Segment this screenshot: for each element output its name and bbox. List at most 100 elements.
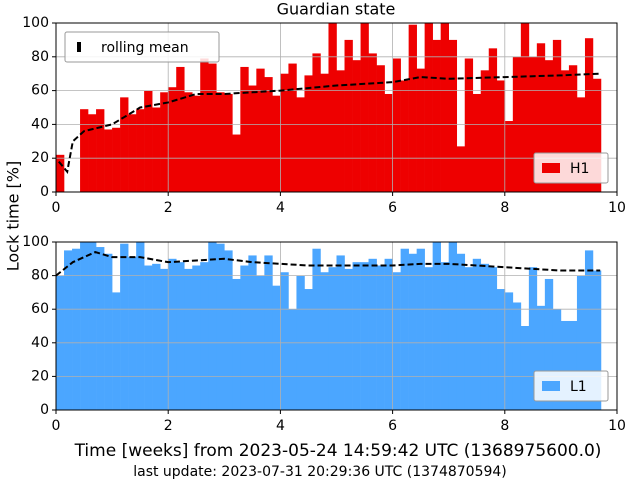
y-tick-label: 0 (40, 402, 49, 418)
bar (504, 121, 514, 192)
bar (432, 242, 441, 410)
bar (240, 265, 249, 410)
bar (144, 90, 153, 192)
bar (80, 109, 89, 192)
bar (400, 248, 409, 410)
bar (96, 247, 105, 410)
bar (376, 65, 385, 192)
bar (312, 248, 321, 410)
bar (472, 93, 482, 192)
bar (208, 242, 217, 410)
bar (392, 58, 401, 192)
bar (536, 43, 546, 192)
bar (232, 134, 241, 192)
bar (288, 309, 297, 410)
bar (520, 23, 530, 192)
legend-label: H1 (570, 161, 589, 177)
x-tick-label: 6 (388, 200, 397, 216)
bar (424, 23, 433, 192)
bar (328, 267, 337, 410)
x-tick-label: 10 (608, 200, 626, 216)
bar (216, 92, 225, 192)
lines (55, 251, 601, 277)
bar (136, 242, 145, 410)
bar (512, 302, 522, 410)
bar (192, 95, 201, 192)
bar (416, 68, 425, 192)
bar (272, 95, 281, 192)
bar (280, 272, 289, 410)
bar (432, 39, 441, 193)
footnote: last update: 2023-07-31 20:29:36 UTC (13… (133, 464, 507, 480)
bar (248, 255, 257, 410)
bar (576, 97, 586, 192)
bar (216, 243, 225, 410)
legend-swatch (542, 381, 560, 391)
y-tick-label: 80 (31, 49, 49, 65)
bar (248, 85, 257, 192)
bar (96, 109, 105, 192)
x-tick-label: 4 (276, 200, 285, 216)
bar (152, 263, 161, 410)
bar (368, 258, 377, 410)
bar (320, 73, 329, 192)
rolling-mean-line (55, 251, 601, 277)
bar (344, 39, 353, 193)
bar (112, 127, 121, 192)
legend-label: L1 (570, 379, 587, 395)
bar (368, 53, 377, 192)
x-tick-label: 2 (164, 200, 173, 216)
bar (264, 255, 273, 410)
bar (168, 258, 177, 410)
x-tick-label: 8 (500, 418, 509, 434)
legend-marker (77, 42, 81, 52)
bar (288, 63, 297, 193)
bar (176, 66, 185, 192)
bar (376, 265, 385, 410)
axes-frame (55, 241, 618, 411)
bar (280, 73, 289, 192)
y-tick-label: 80 (31, 268, 49, 284)
y-tick-label: 60 (31, 83, 49, 99)
bar (584, 38, 594, 193)
bar (272, 285, 281, 410)
bar (408, 24, 417, 192)
bar (568, 65, 578, 192)
bar (56, 154, 65, 192)
bar (352, 60, 361, 193)
bar (552, 39, 562, 193)
bar (584, 250, 594, 410)
x-tick-label: 8 (500, 200, 509, 216)
bar (232, 278, 241, 410)
bar (544, 278, 554, 410)
bar (336, 255, 345, 410)
bar (64, 250, 73, 410)
bar (480, 263, 490, 410)
bar (160, 92, 169, 192)
bar (568, 320, 578, 410)
y-tick-label: 40 (31, 335, 49, 351)
bar (480, 70, 490, 192)
bar (328, 23, 337, 192)
bar (560, 70, 570, 192)
legend-box (533, 370, 609, 402)
legend-label: rolling mean (101, 40, 189, 56)
y-tick-label: 20 (31, 150, 49, 166)
lines (58, 72, 601, 175)
bar (152, 107, 161, 192)
legend-box (64, 31, 220, 63)
bar (224, 250, 233, 410)
bar (448, 39, 458, 193)
bar (160, 268, 169, 410)
bar (520, 326, 530, 410)
bar (384, 93, 393, 192)
bar (128, 114, 137, 192)
bar (112, 292, 121, 410)
bar (392, 272, 401, 410)
bar (408, 253, 417, 410)
x-tick-label: 4 (276, 418, 285, 434)
x-tick-label: 2 (164, 418, 173, 434)
bar (448, 242, 458, 410)
bar (528, 267, 538, 410)
